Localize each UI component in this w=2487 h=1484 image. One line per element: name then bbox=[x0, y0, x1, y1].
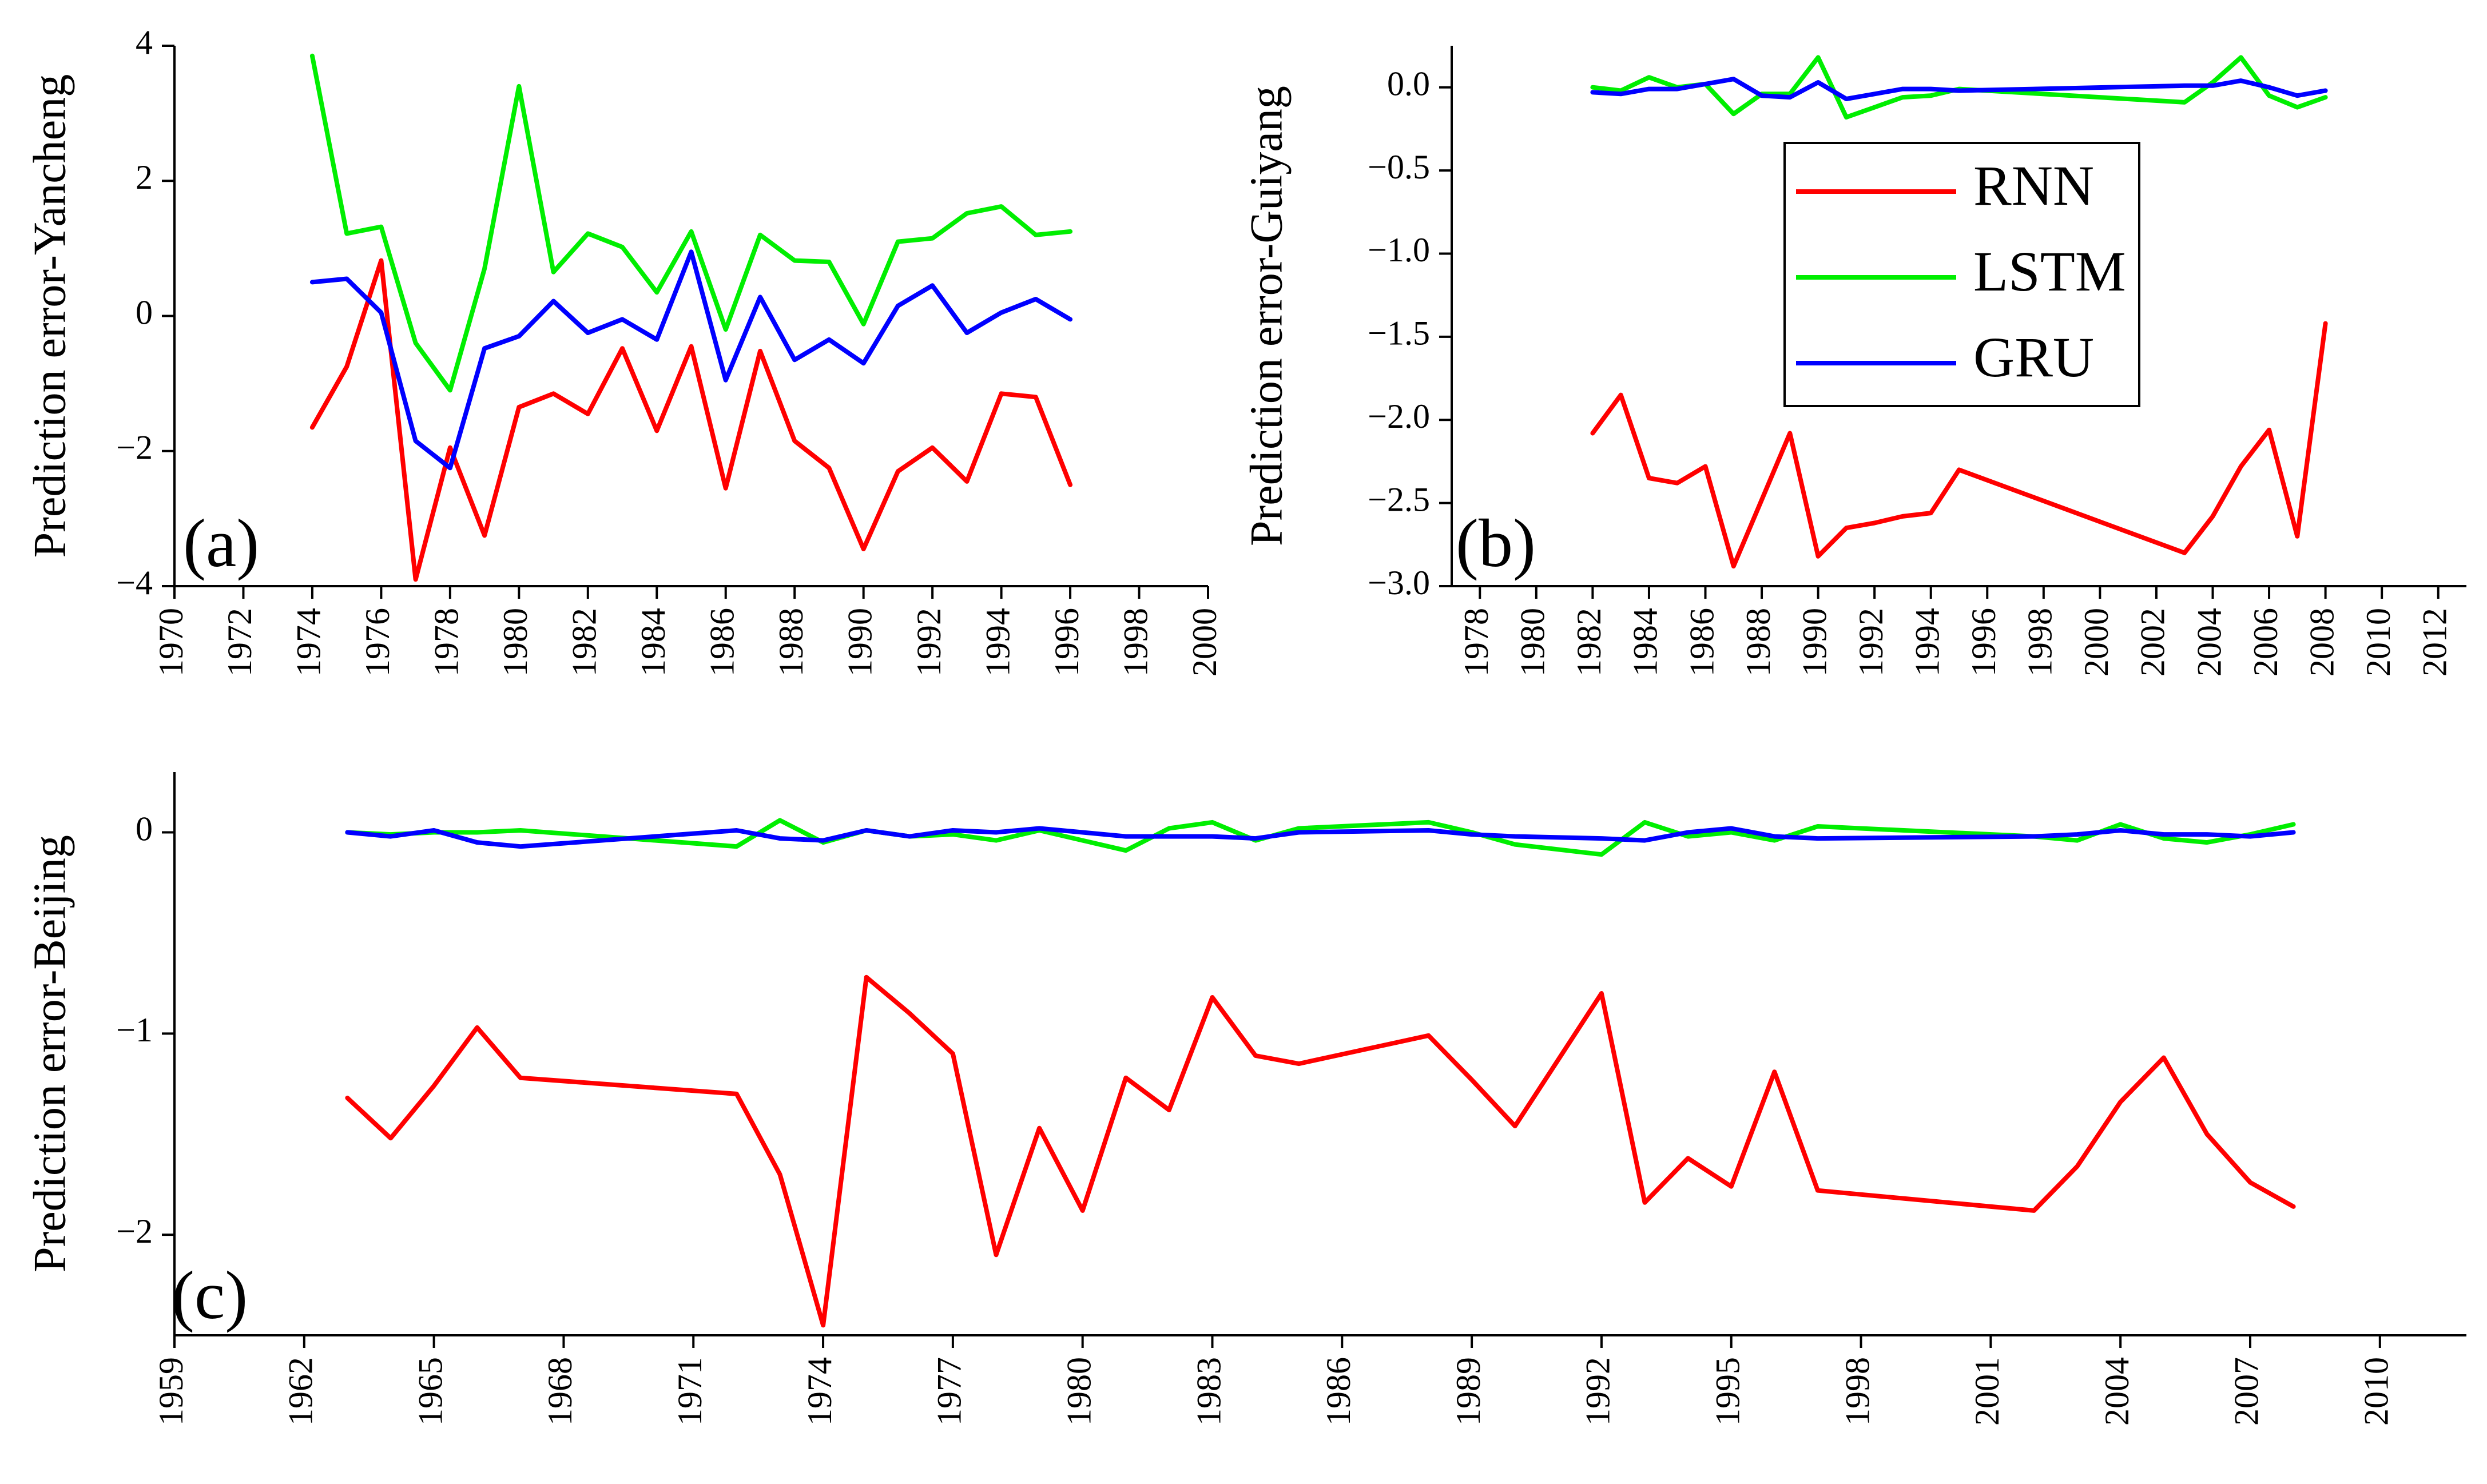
y-tick-label-a: 2 bbox=[136, 158, 153, 196]
y-tick-label-a: −4 bbox=[116, 564, 153, 602]
x-tick-label-b: 1984 bbox=[1627, 608, 1664, 677]
x-tick-label-a: 1976 bbox=[359, 608, 396, 677]
x-tick-label-b: 1996 bbox=[1965, 608, 2003, 677]
x-tick-label-a: 1994 bbox=[979, 608, 1016, 677]
x-tick-label-a: 1974 bbox=[290, 608, 328, 677]
x-tick-label-a: 1982 bbox=[566, 608, 603, 677]
x-tick-label-c: 2001 bbox=[1968, 1357, 2006, 1426]
y-tick-label-b: −2.5 bbox=[1368, 480, 1430, 518]
x-tick-label-c: 1977 bbox=[931, 1357, 968, 1426]
x-tick-label-a: 1992 bbox=[910, 608, 948, 677]
legend-label-rnn: RNN bbox=[1973, 154, 2094, 217]
x-tick-label-b: 1988 bbox=[1739, 608, 1777, 677]
x-tick-label-a: 1970 bbox=[152, 608, 190, 677]
legend-label-lstm: LSTM bbox=[1973, 240, 2126, 303]
x-tick-label-a: 1996 bbox=[1048, 608, 1086, 677]
x-tick-label-c: 2004 bbox=[2098, 1357, 2136, 1426]
panel-b-guiyang: 1978 1980 1982 1984 1986 1988 1990 1992 1994 1996… bbox=[1241, 46, 2466, 677]
legend-label-gru: GRU bbox=[1973, 325, 2094, 389]
x-tick-label-c: 2007 bbox=[2228, 1357, 2266, 1426]
y-tick-label-a: 0 bbox=[136, 293, 153, 331]
x-tick-label-b: 2006 bbox=[2247, 608, 2285, 677]
x-tick-label-c: 2010 bbox=[2358, 1357, 2395, 1426]
x-tick-label-c: 1968 bbox=[541, 1357, 579, 1426]
y-tick-label-c: −1 bbox=[116, 1011, 153, 1049]
panel-label-a: (a) bbox=[183, 505, 259, 581]
x-tick-label-b: 2012 bbox=[2416, 608, 2453, 677]
x-tick-label-b: 2000 bbox=[2077, 608, 2115, 677]
y-tick-label-b: −0.5 bbox=[1368, 148, 1430, 186]
x-tick-label-a: 1986 bbox=[703, 608, 741, 677]
x-tick-label-a: 1978 bbox=[428, 608, 466, 677]
x-tick-label-a: 2000 bbox=[1186, 608, 1223, 677]
panel-c-beijing: 1959 1962 1965 1968 1971 1974 1977 1980 1983 1986… bbox=[25, 772, 2466, 1426]
x-tick-label-c: 1998 bbox=[1838, 1357, 1876, 1426]
x-tick-label-c: 1974 bbox=[801, 1357, 839, 1426]
y-tick-label-c: 0 bbox=[136, 810, 153, 848]
y-axis-title-a: Prediction error-Yancheng bbox=[25, 74, 75, 558]
y-tick-label-a: −2 bbox=[116, 429, 153, 467]
series-line-gru-b bbox=[1590, 77, 2328, 101]
y-tick-label-b: −3.0 bbox=[1368, 564, 1430, 602]
y-tick-label-b: −1.5 bbox=[1368, 315, 1430, 352]
x-tick-label-c: 1989 bbox=[1449, 1357, 1487, 1426]
series-line-lstm-a bbox=[309, 53, 1073, 393]
x-tick-label-c: 1965 bbox=[411, 1357, 449, 1426]
panel-label-c: (c) bbox=[172, 1257, 248, 1333]
x-tick-label-b: 1998 bbox=[2021, 608, 2059, 677]
y-axis-title-b: Prediction error-Guiyang bbox=[1241, 86, 1292, 546]
x-tick-label-c: 1962 bbox=[282, 1357, 320, 1426]
x-tick-label-b: 1994 bbox=[1908, 608, 1946, 677]
y-axis-title-c: Prediction error-Beijing bbox=[25, 835, 75, 1272]
x-tick-label-c: 1995 bbox=[1709, 1357, 1747, 1426]
x-tick-label-b: 1982 bbox=[1570, 608, 1608, 677]
x-tick-label-a: 1998 bbox=[1117, 608, 1154, 677]
x-tick-label-b: 2010 bbox=[2359, 608, 2397, 677]
y-tick-label-b: −1.0 bbox=[1368, 231, 1430, 269]
x-tick-label-b: 1978 bbox=[1457, 608, 1495, 677]
x-tick-label-a: 1984 bbox=[634, 608, 672, 677]
x-tick-label-a: 1972 bbox=[221, 608, 259, 677]
x-tick-label-b: 2004 bbox=[2190, 608, 2228, 677]
x-tick-label-c: 1959 bbox=[152, 1357, 190, 1426]
y-tick-label-b: 0.0 bbox=[1387, 65, 1430, 102]
legend: RNN LSTM GRU bbox=[1783, 142, 2140, 407]
x-tick-label-a: 1988 bbox=[772, 608, 810, 677]
x-tick-label-b: 1992 bbox=[1852, 608, 1890, 677]
x-tick-label-b: 2008 bbox=[2303, 608, 2341, 677]
series-line-gru-a bbox=[309, 249, 1073, 471]
x-tick-label-a: 1980 bbox=[496, 608, 534, 677]
x-tick-label-b: 2002 bbox=[2134, 608, 2172, 677]
x-tick-label-b: 1980 bbox=[1514, 608, 1552, 677]
x-tick-label-a: 1990 bbox=[841, 608, 879, 677]
y-tick-label-b: −2.0 bbox=[1368, 397, 1430, 435]
panel-label-b: (b) bbox=[1456, 505, 1536, 581]
y-tick-label-a: 4 bbox=[136, 23, 153, 61]
y-tick-label-c: −2 bbox=[116, 1212, 153, 1250]
x-tick-label-c: 1992 bbox=[1579, 1357, 1617, 1426]
x-tick-label-c: 1983 bbox=[1190, 1357, 1227, 1426]
x-tick-label-b: 1986 bbox=[1683, 608, 1721, 677]
series-line-rnn-b bbox=[1590, 321, 2328, 569]
x-tick-label-c: 1980 bbox=[1060, 1357, 1098, 1426]
series-line-rnn-a bbox=[309, 258, 1073, 582]
x-tick-label-b: 1990 bbox=[1795, 608, 1833, 677]
panel-a-yancheng: 1970 1972 1974 1976 1978 1980 1982 1984 1986 1988… bbox=[25, 23, 1223, 677]
x-tick-label-c: 1986 bbox=[1320, 1357, 1357, 1426]
series-line-rnn-c bbox=[345, 974, 2296, 1328]
series-line-gru-c bbox=[345, 826, 2296, 849]
x-tick-label-c: 1971 bbox=[671, 1357, 709, 1426]
